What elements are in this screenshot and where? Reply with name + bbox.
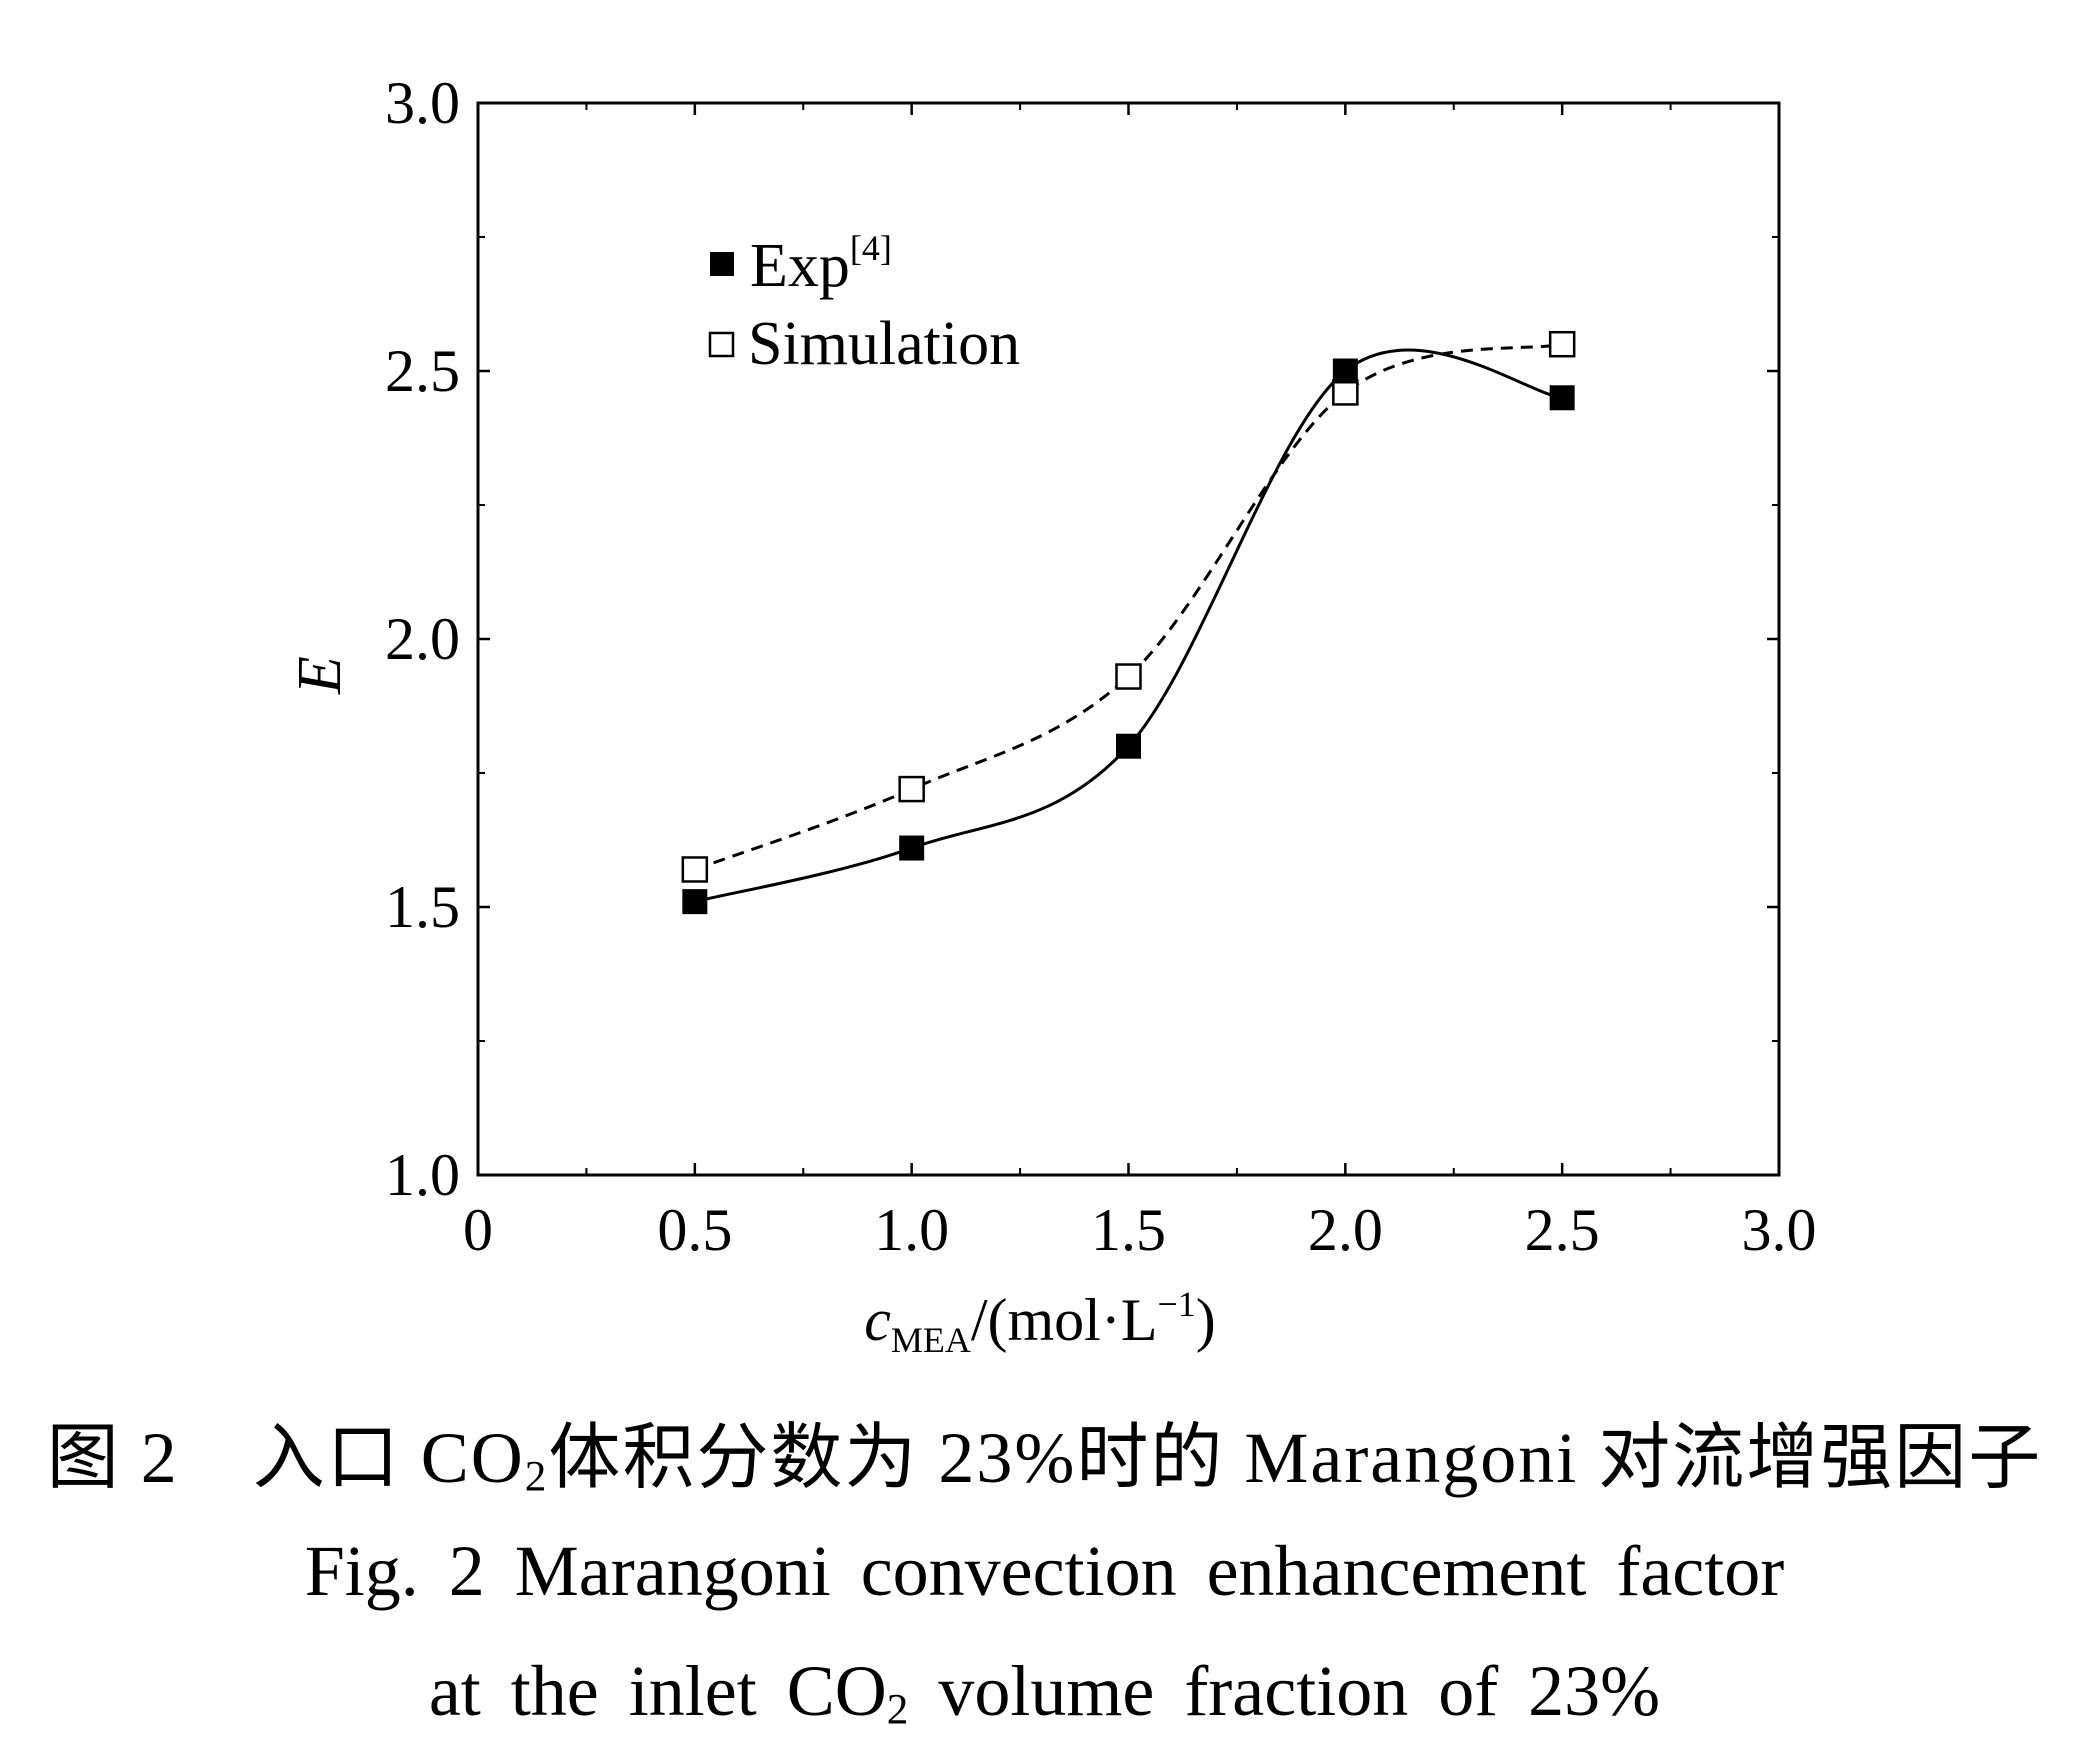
x-tick-label: 1.0 bbox=[874, 1197, 949, 1263]
caption-en2-suffix: volume fraction of 23% bbox=[908, 1651, 1661, 1731]
x-tick-label: 3.0 bbox=[1742, 1197, 1817, 1263]
legend-label-exp: Exp[4] bbox=[750, 228, 892, 300]
axis-ticks: 0 0.5 1.0 1.5 2.0 2.5 3.0 1.0 1.5 2.0 2.5 3.0 bbox=[385, 70, 1817, 1263]
x-tick-label: 2.5 bbox=[1525, 1197, 1600, 1263]
figure-caption-english-line2: at the inlet CO2 volume fraction of 23% bbox=[0, 1650, 2089, 1735]
x-axis-label-var: c bbox=[864, 1287, 891, 1353]
exp-point bbox=[1549, 385, 1575, 411]
x-axis-label-close: ) bbox=[1196, 1287, 1216, 1353]
data-points bbox=[681, 330, 1576, 915]
legend-marker-exp bbox=[710, 252, 734, 276]
x-tick-label: 0 bbox=[463, 1197, 493, 1263]
caption-cn-suffix: 体积分数为 23%时的 Marangoni 对流增强因子 bbox=[548, 1418, 2043, 1498]
x-tick-label: 1.5 bbox=[1091, 1197, 1166, 1263]
caption-cn-sub: 2 bbox=[524, 1453, 549, 1501]
caption-en2-sub: 2 bbox=[886, 1686, 909, 1734]
exp-point bbox=[682, 889, 708, 915]
y-tick-label: 1.5 bbox=[385, 874, 460, 940]
y-tick-label: 1.0 bbox=[385, 1142, 460, 1208]
x-axis-label-sub: MEA bbox=[891, 1320, 971, 1360]
caption-en2-prefix: at the inlet CO bbox=[428, 1651, 887, 1731]
plot-frame bbox=[476, 101, 1781, 1177]
figure-caption-english-line1: Fig. 2 Marangoni convection enhancement … bbox=[304, 1531, 1785, 1611]
plot-area bbox=[476, 101, 1781, 1177]
simulation-fit-line bbox=[694, 342, 1563, 871]
simulation-point bbox=[681, 856, 709, 883]
caption-cn-prefix: 图 2 入口 CO bbox=[46, 1418, 525, 1498]
exp-fit-line bbox=[694, 348, 1563, 904]
exp-point bbox=[1116, 733, 1141, 759]
exp-point bbox=[1332, 358, 1358, 384]
y-tick-label: 2.0 bbox=[385, 606, 460, 672]
x-axis-label: cMEA/(mol·L−1) bbox=[864, 1284, 1216, 1360]
fit-lines bbox=[694, 342, 1563, 904]
legend-label-exp-ref: [4] bbox=[850, 228, 892, 268]
x-tick-label: 2.0 bbox=[1308, 1197, 1383, 1263]
legend-label-simulation: Simulation bbox=[748, 310, 1020, 378]
y-axis-label: E bbox=[286, 656, 354, 695]
y-tick-label: 2.5 bbox=[385, 338, 460, 404]
x-tick-label: 0.5 bbox=[657, 1197, 732, 1263]
simulation-point bbox=[1115, 663, 1142, 690]
exp-point bbox=[899, 835, 925, 861]
legend-label-exp-name: Exp bbox=[750, 232, 850, 300]
figure-caption-chinese: 图 2 入口 CO2体积分数为 23%时的 Marangoni 对流增强因子 bbox=[0, 1398, 2089, 1503]
simulation-point bbox=[1548, 330, 1576, 358]
simulation-point bbox=[1332, 379, 1359, 406]
y-tick-label: 3.0 bbox=[385, 70, 460, 136]
x-axis-label-unit: /(mol·L bbox=[971, 1287, 1158, 1353]
x-axis-label-sup: −1 bbox=[1157, 1284, 1195, 1324]
simulation-point bbox=[898, 775, 925, 803]
legend: Exp[4] Simulation bbox=[708, 228, 1020, 378]
legend-marker-simulation bbox=[708, 331, 735, 358]
